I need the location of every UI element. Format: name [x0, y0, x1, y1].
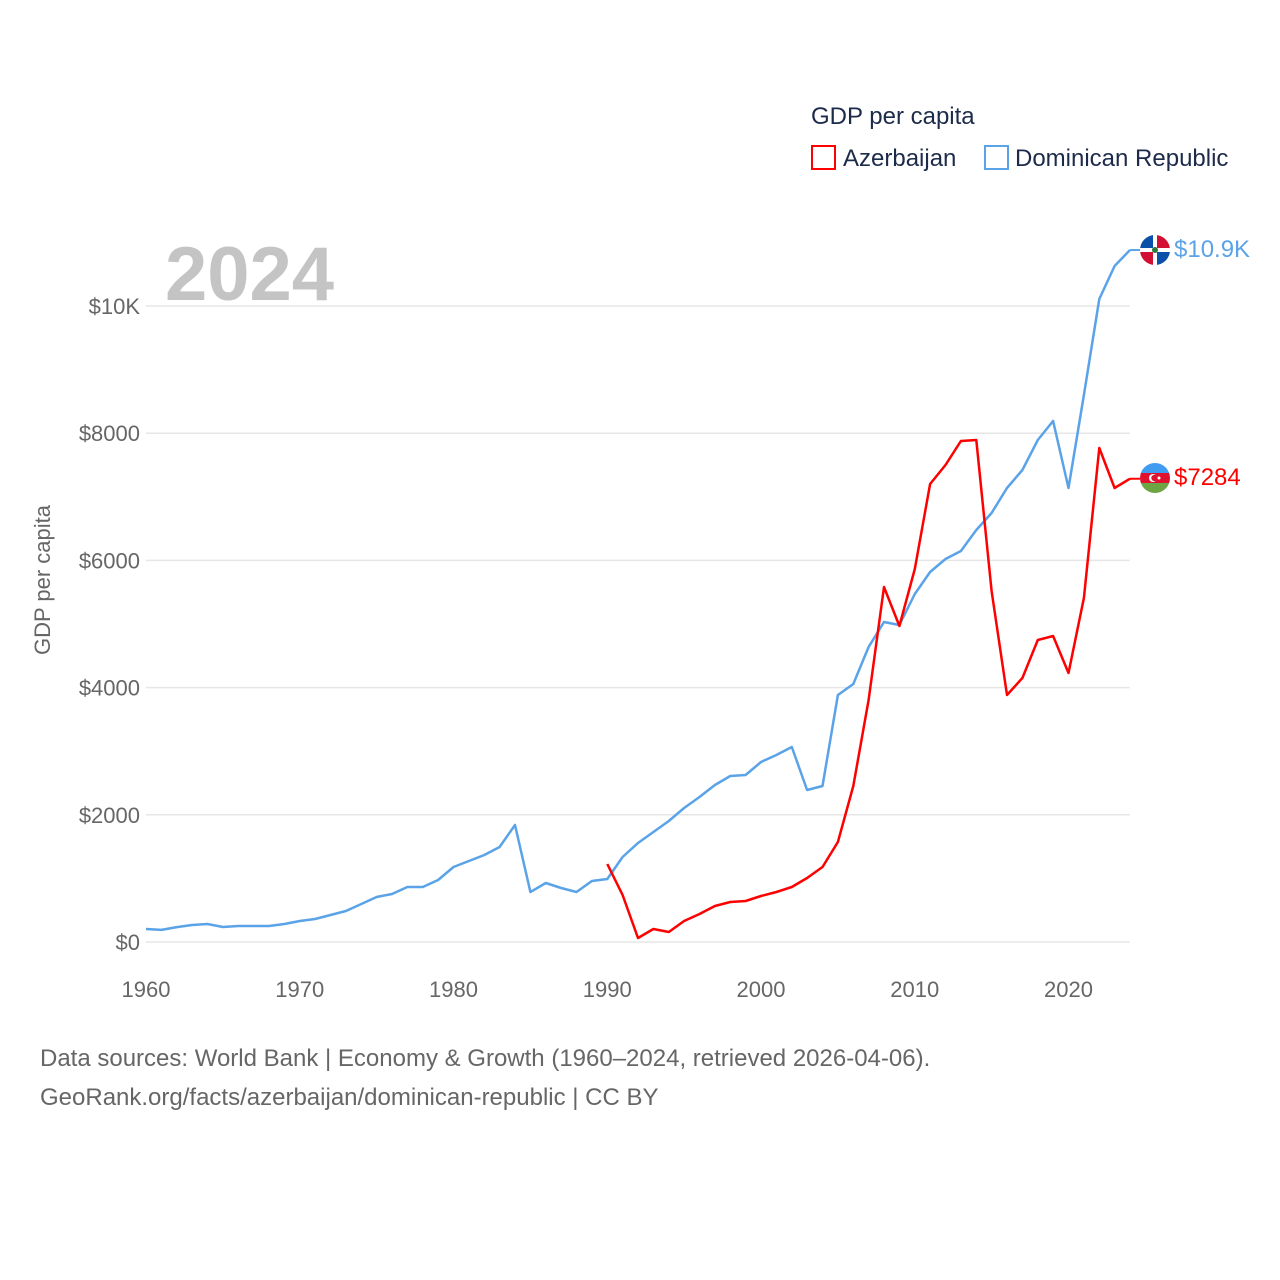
- gridlines: [146, 305, 1130, 943]
- year-label: 2024: [165, 232, 334, 317]
- y-axis-ticks: $0 $2000 $4000 $6000 $8000 $10K: [79, 294, 141, 955]
- footer-link[interactable]: GeoRank.org/facts/azerbaijan/dominican-r…: [40, 1084, 659, 1111]
- legend-title: GDP per capita: [811, 103, 975, 130]
- series-line-dominican-republic: [145, 249, 1131, 932]
- end-label-dominican-republic: $10.9K: [1174, 236, 1250, 263]
- azerbaijan-flag-icon: [1140, 463, 1170, 493]
- x-axis-ticks: 1960 1970 1980 1990 2000 2010 2020: [122, 977, 1093, 1002]
- legend-swatch-dominican-republic: [984, 145, 1009, 170]
- legend-label-dominican-republic: Dominican Republic: [1015, 145, 1228, 172]
- legend-swatch-azerbaijan: [811, 145, 836, 170]
- dominican-republic-flag-icon: [1140, 235, 1170, 265]
- series-lines: [145, 249, 1140, 940]
- x-tick-label: 1970: [275, 977, 324, 1002]
- x-tick-label: 1960: [122, 977, 171, 1002]
- legend-item-dominican-republic[interactable]: Dominican Republic: [984, 145, 1228, 172]
- y-tick-label: $0: [116, 930, 140, 955]
- end-label-azerbaijan: $7284: [1174, 464, 1241, 491]
- x-tick-label: 2010: [890, 977, 939, 1002]
- x-tick-label: 1990: [583, 977, 632, 1002]
- x-tick-label: 2020: [1044, 977, 1093, 1002]
- x-tick-label: 2000: [737, 977, 786, 1002]
- y-axis-label: GDP per capita: [30, 504, 55, 655]
- series-line-azerbaijan: [606, 438, 1131, 940]
- y-tick-label: $6000: [79, 548, 140, 573]
- legend-label-azerbaijan: Azerbaijan: [843, 145, 956, 172]
- legend-item-azerbaijan[interactable]: Azerbaijan: [811, 145, 956, 172]
- y-tick-label: $4000: [79, 676, 140, 701]
- y-tick-label: $8000: [79, 421, 140, 446]
- x-tick-label: 1980: [429, 977, 478, 1002]
- y-tick-label: $10K: [89, 294, 141, 319]
- y-tick-label: $2000: [79, 803, 140, 828]
- footer-sources: Data sources: World Bank | Economy & Gro…: [40, 1045, 931, 1072]
